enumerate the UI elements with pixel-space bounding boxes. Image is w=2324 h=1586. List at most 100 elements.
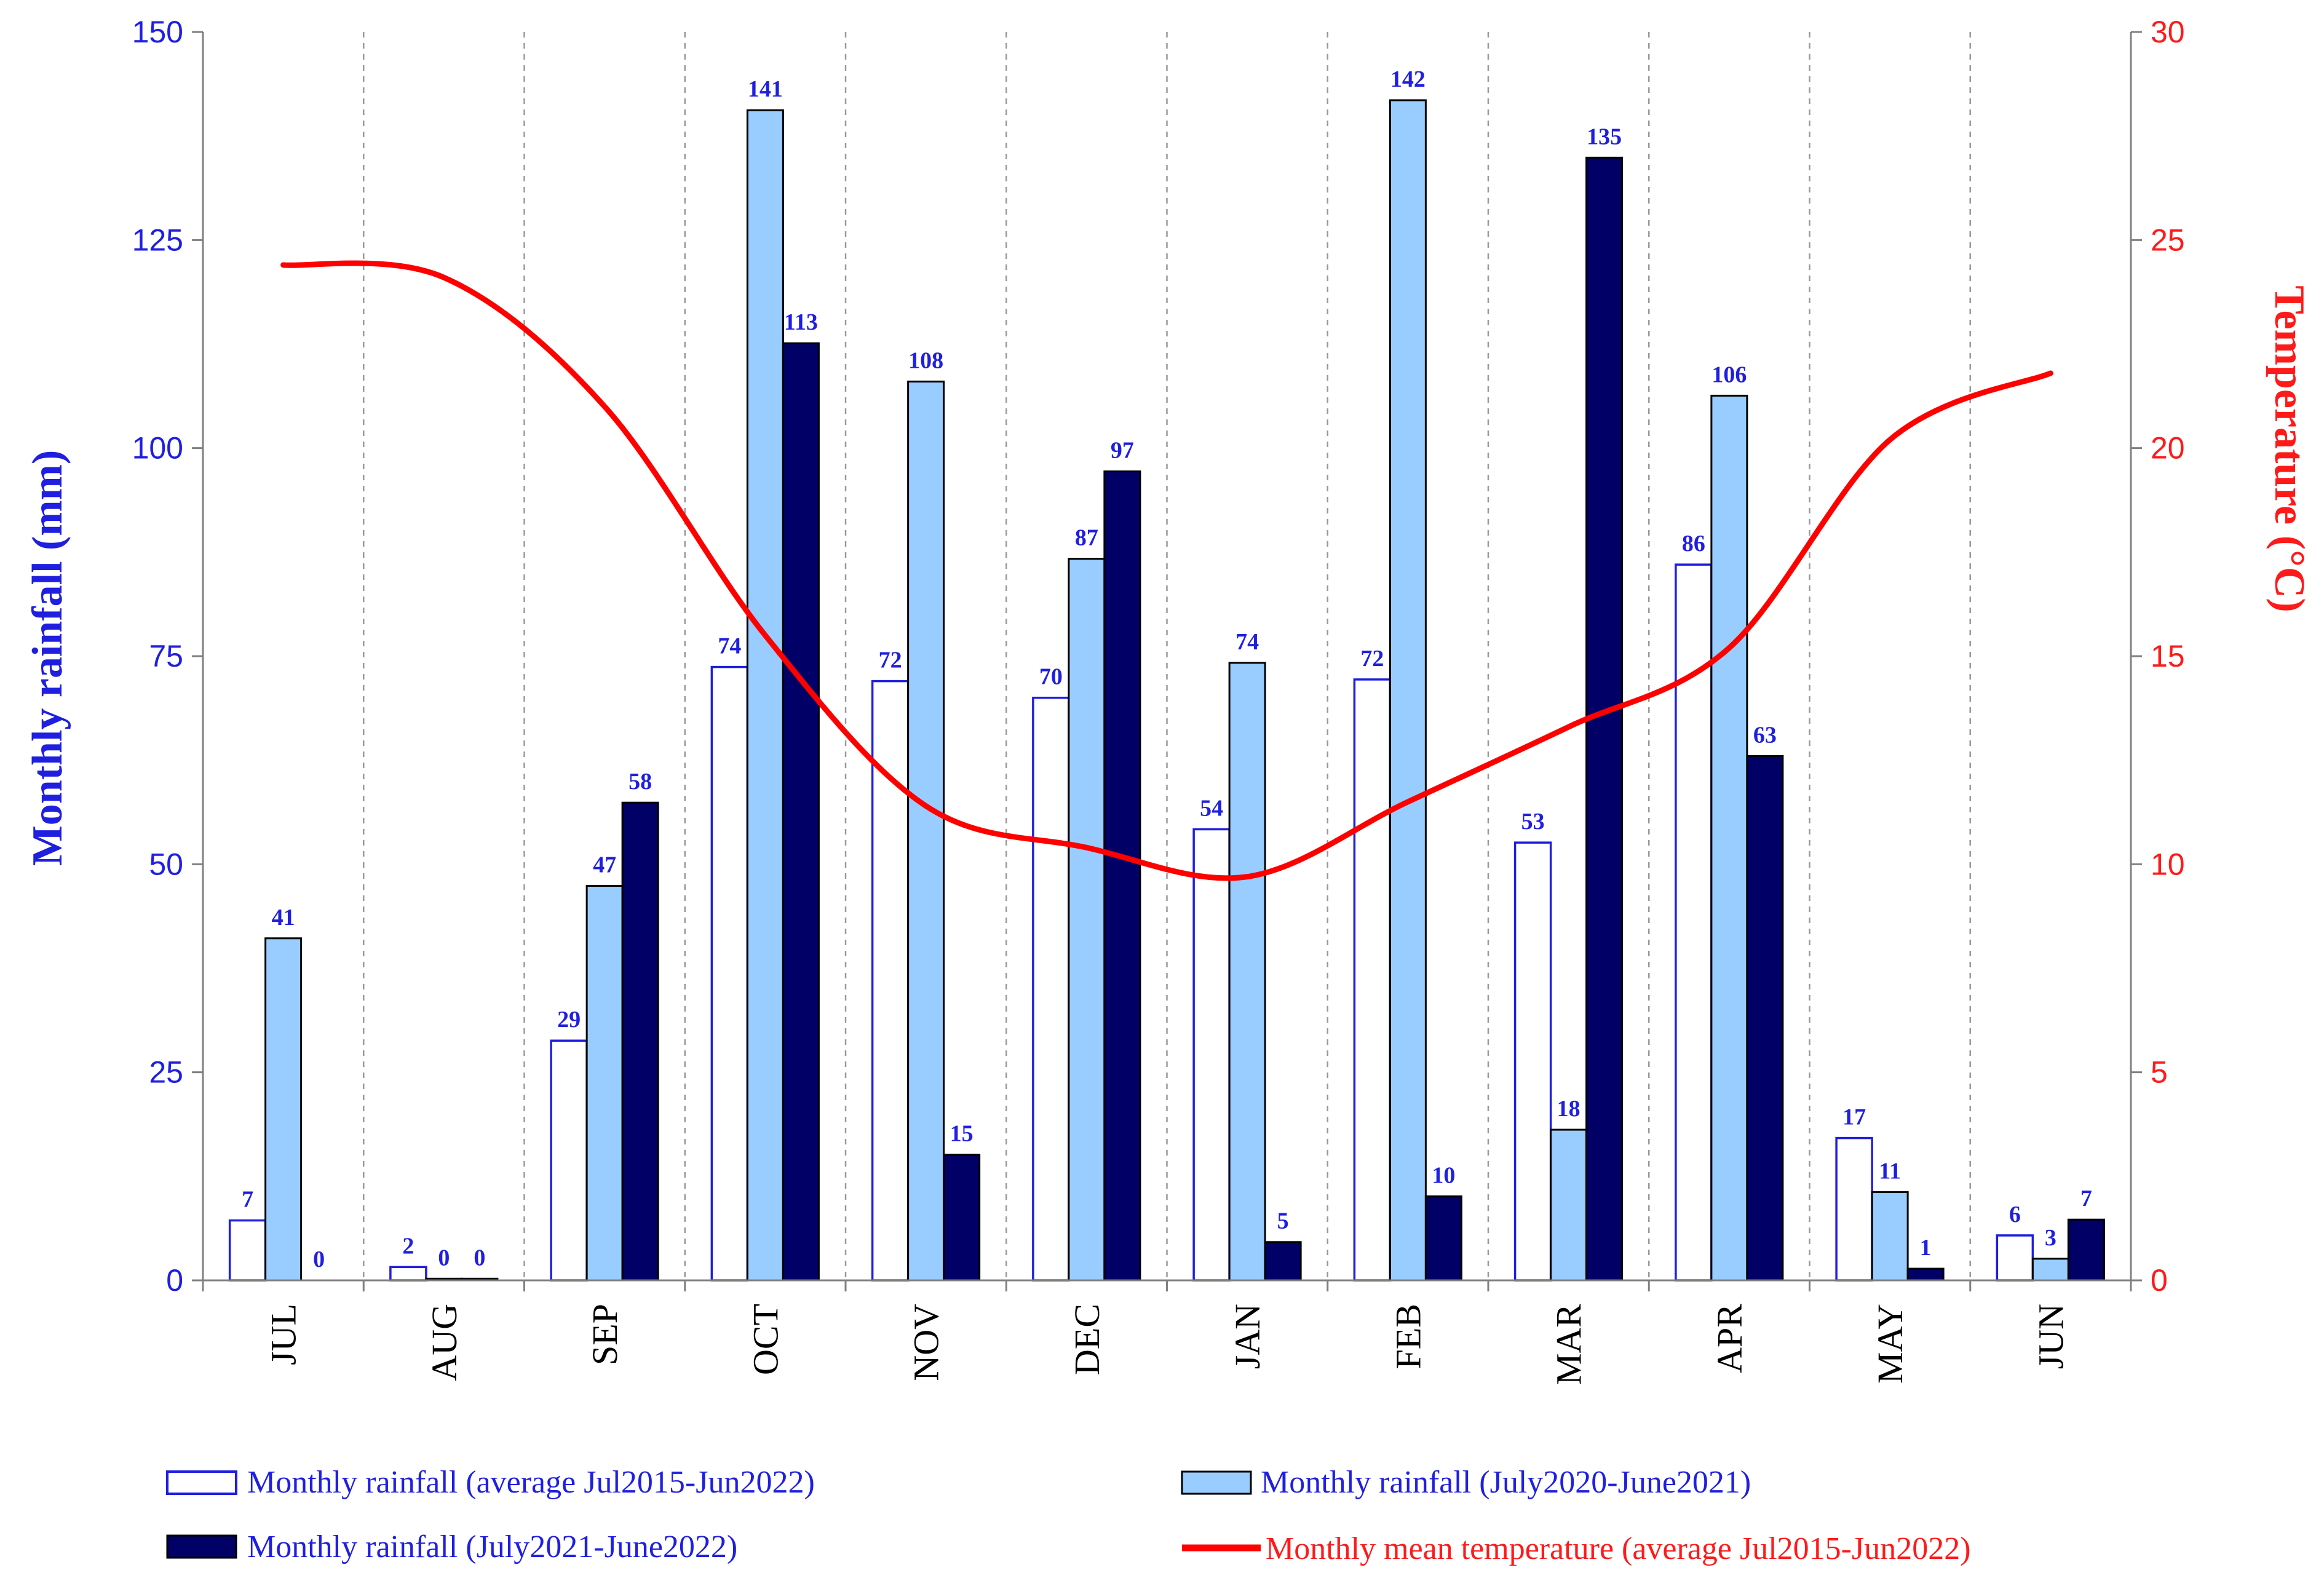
data-label: 86 — [1682, 531, 1705, 557]
data-label: 63 — [1753, 722, 1777, 748]
bar — [1264, 1241, 1302, 1282]
bar — [1871, 1191, 1909, 1282]
bar — [943, 1154, 981, 1282]
data-label: 5 — [1277, 1208, 1289, 1234]
data-label: 29 — [557, 1007, 581, 1033]
category-label: JAN — [1227, 1304, 1267, 1369]
right-axis-title: Temperature (°C) — [2266, 285, 2313, 613]
right-tick-label: 20 — [2151, 431, 2185, 466]
bar — [1835, 1136, 1873, 1282]
bar — [264, 937, 303, 1282]
grid-lines — [363, 32, 1971, 1280]
legend-label-2021-2022: Monthly rainfall (July2021-June2022) — [247, 1529, 737, 1564]
data-label: 11 — [1879, 1159, 1901, 1184]
right-tick-label: 25 — [2151, 223, 2185, 257]
bar — [1389, 99, 1427, 1282]
data-label: 1 — [1920, 1235, 1932, 1261]
temperature-line — [280, 260, 2053, 881]
bar — [1353, 678, 1392, 1282]
data-label: 6 — [2009, 1202, 2021, 1227]
bar — [2031, 1258, 2069, 1282]
data-label: 74 — [718, 633, 741, 659]
legend-label-2020-2021: Monthly rainfall (July2020-June2021) — [1261, 1465, 1751, 1500]
data-label: 47 — [593, 852, 616, 878]
left-tick-label: 75 — [149, 639, 183, 673]
bar — [746, 109, 784, 1282]
bar — [907, 380, 945, 1282]
category-label: JUN — [2031, 1304, 2071, 1369]
left-tick-label: 50 — [149, 847, 183, 881]
category-label: AUG — [424, 1304, 464, 1381]
bar — [1032, 696, 1070, 1282]
data-label: 87 — [1075, 525, 1098, 551]
data-label: 72 — [1360, 646, 1384, 672]
bar — [1192, 828, 1231, 1282]
legend-label-temperature: Monthly mean temperature (average Jul201… — [1266, 1531, 1971, 1566]
category-label: MAR — [1549, 1304, 1589, 1385]
data-label: 97 — [1111, 438, 1134, 464]
right-tick-label: 30 — [2151, 15, 2185, 49]
left-tick-label: 25 — [149, 1055, 183, 1090]
bar — [871, 680, 910, 1282]
left-tick-label: 100 — [132, 431, 183, 466]
data-label: 141 — [748, 76, 783, 102]
category-label: OCT — [745, 1304, 785, 1375]
data-label: 3 — [2045, 1225, 2056, 1251]
left-tick-label: 125 — [132, 223, 183, 257]
right-tick-label: 10 — [2151, 847, 2185, 881]
bar — [1424, 1195, 1462, 1282]
bars-group — [228, 99, 2105, 1282]
legend-swatch-2021-2022 — [166, 1534, 237, 1559]
bar — [782, 342, 820, 1282]
bar — [621, 801, 659, 1282]
data-label: 17 — [1842, 1104, 1866, 1130]
bar — [1996, 1234, 2034, 1282]
data-label: 106 — [1711, 362, 1747, 387]
right-tick-label: 15 — [2151, 639, 2185, 673]
category-label: APR — [1710, 1304, 1750, 1373]
legend-swatch-average — [166, 1470, 237, 1495]
category-label: DEC — [1067, 1304, 1107, 1375]
bar — [1513, 841, 1552, 1282]
data-labels-group: 7229747270547253861764104714110887741421… — [242, 66, 2092, 1272]
legend-swatch-2020-2021 — [1181, 1470, 1252, 1495]
data-label: 74 — [1235, 629, 1259, 655]
category-label: NOV — [906, 1304, 946, 1381]
data-label: 142 — [1390, 66, 1426, 92]
data-label: 53 — [1521, 809, 1545, 835]
bar — [389, 1266, 427, 1282]
bar — [228, 1219, 267, 1282]
data-label: 10 — [1432, 1162, 1455, 1188]
category-label: FEB — [1388, 1304, 1428, 1369]
right-tick-label: 0 — [2151, 1263, 2168, 1298]
bar — [1550, 1128, 1588, 1282]
bar — [1710, 394, 1748, 1282]
data-label: 113 — [784, 309, 818, 335]
category-label: JUL — [264, 1304, 304, 1365]
bar — [1068, 558, 1106, 1282]
data-label: 18 — [1557, 1096, 1580, 1122]
data-label: 0 — [474, 1245, 485, 1271]
bar — [1228, 662, 1266, 1282]
data-label: 0 — [438, 1245, 450, 1271]
bar — [2067, 1218, 2105, 1282]
data-label: 54 — [1200, 795, 1223, 821]
temperature-line-group — [280, 260, 2053, 881]
data-label: 108 — [908, 347, 943, 373]
left-axis-title: Monthly rainfall (mm) — [24, 450, 71, 866]
bar — [585, 885, 624, 1282]
data-label: 58 — [629, 769, 652, 795]
bar — [710, 665, 749, 1282]
data-label: 2 — [402, 1233, 414, 1259]
data-label: 70 — [1039, 664, 1063, 690]
data-label: 41 — [272, 905, 295, 930]
bar — [550, 1039, 588, 1282]
legend-label-average: Monthly rainfall (average Jul2015-Jun202… — [247, 1465, 815, 1500]
left-tick-label: 0 — [166, 1263, 183, 1298]
category-label: MAY — [1870, 1304, 1910, 1384]
data-label: 7 — [2080, 1186, 2092, 1211]
data-label: 7 — [242, 1187, 253, 1213]
data-label: 0 — [313, 1247, 325, 1272]
